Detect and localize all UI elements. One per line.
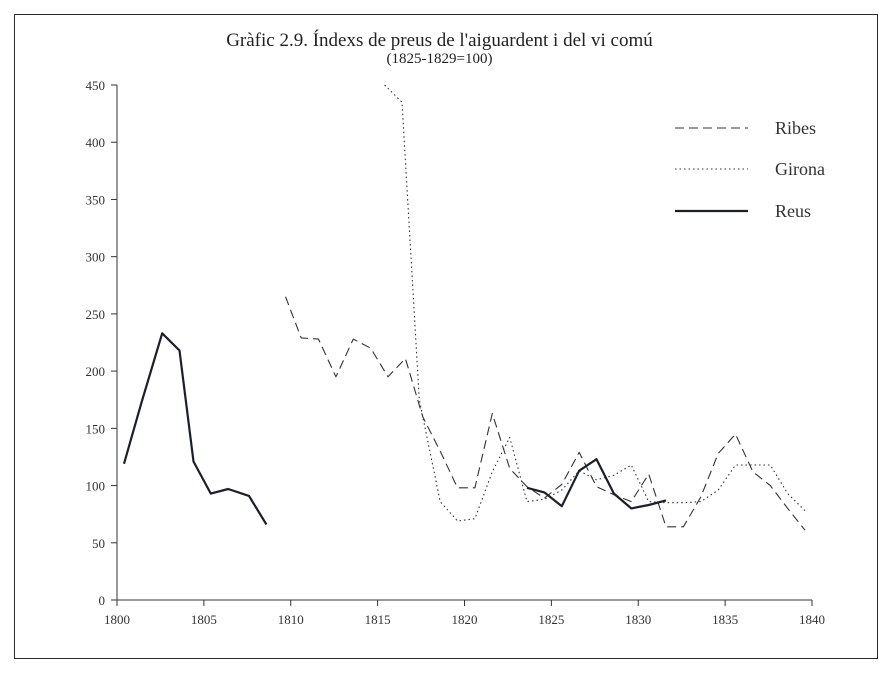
x-tick-label: 1800: [104, 612, 130, 627]
y-tick-label: 150: [86, 421, 106, 436]
series-line-ribes: [284, 296, 806, 531]
y-tick-label: 0: [99, 593, 106, 608]
y-tick-label: 200: [86, 364, 106, 379]
x-tick-label: 1820: [452, 612, 478, 627]
x-tick-label: 1830: [625, 612, 651, 627]
y-tick-label: 450: [86, 78, 106, 93]
plot-area: [122, 84, 806, 531]
x-tick-label: 1835: [712, 612, 738, 627]
y-tick-label: 50: [92, 536, 105, 551]
chart-subtitle: (1825-1829=100): [386, 51, 493, 67]
axes: 0 50 100 150 200 250 300 350 400 450 1800 1805 1810 1…: [86, 78, 826, 627]
series-line-reus: [122, 332, 268, 526]
legend-label-ribes: Ribes: [775, 118, 816, 138]
x-tick-label: 1805: [191, 612, 217, 627]
y-tick-label: 300: [86, 250, 106, 265]
y-tick-label: 350: [86, 192, 106, 207]
x-tick-label: 1815: [365, 612, 391, 627]
y-tick-label: 400: [86, 135, 106, 150]
chart-title: Gràfic 2.9. Índexs de preus de l'aiguard…: [226, 30, 653, 51]
legend-label-reus: Reus: [775, 201, 811, 221]
y-tick-label: 100: [86, 479, 106, 494]
series-line-girona: [384, 84, 806, 522]
legend: Ribes Girona Reus: [675, 118, 825, 221]
x-tick-label: 1810: [278, 612, 304, 627]
y-tick-label: 250: [86, 307, 106, 322]
series-line-reus: [526, 458, 667, 510]
x-tick-label: 1825: [538, 612, 564, 627]
chart-frame: [14, 14, 878, 659]
legend-label-girona: Girona: [775, 159, 825, 179]
x-tick-label: 1840: [799, 612, 825, 627]
